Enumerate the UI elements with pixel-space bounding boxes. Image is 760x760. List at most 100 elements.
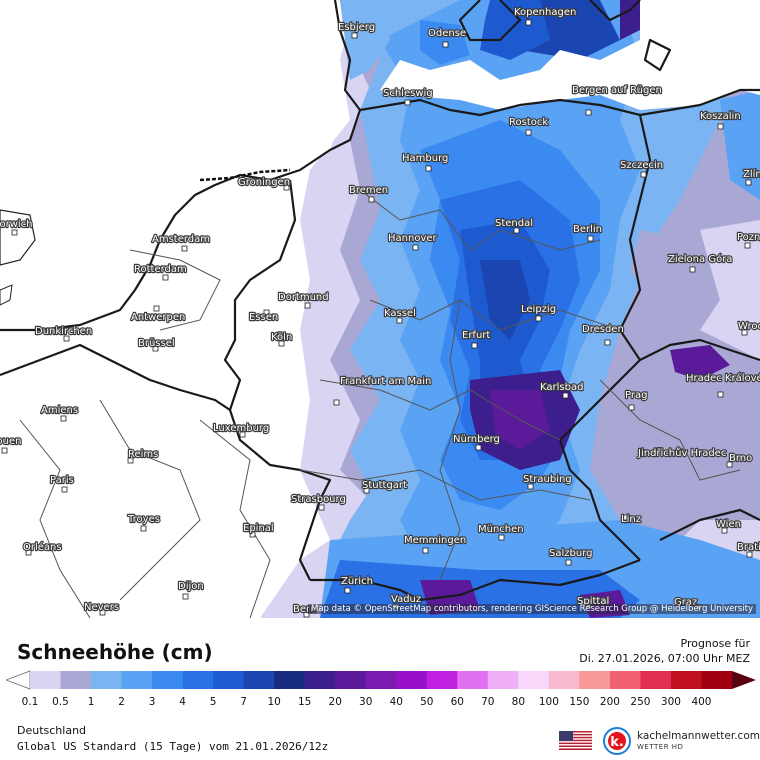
city-strasbourg: Strasbourg: [290, 493, 347, 511]
scale-tick-label: 80: [511, 696, 526, 708]
scale-cell: [640, 671, 672, 689]
scale-tick-label: 150: [569, 696, 590, 708]
city-bergen: Bergen auf Rügen: [571, 84, 663, 116]
denmark: [340, 0, 640, 80]
city-bremen: Bremen: [348, 184, 389, 203]
sea-areas: [0, 0, 760, 330]
svg-text:Orléans: Orléans: [23, 541, 62, 553]
svg-text:Szczecin: Szczecin: [620, 160, 663, 171]
city-zlin: Zlín: [742, 167, 760, 186]
scale-cell: [152, 671, 184, 689]
city-amsterdam: Amsterdam: [151, 233, 211, 252]
snow-blue-layer: [320, 0, 760, 618]
snow-depth-map[interactable]: Esbjerg Odense Kopenhagen Schleswig Berg…: [0, 0, 760, 618]
city-groningen: Groningen: [237, 176, 291, 191]
city-essen: Essen: [248, 309, 279, 324]
scale-cell: [457, 671, 489, 689]
scale-tick-label: 20: [328, 696, 342, 708]
city-dunkirchen: Dunkirchen: [34, 325, 93, 342]
city-szczecin: Szczecin: [619, 159, 664, 178]
model-run: Global US Standard (15 Tage) vom 21.01.2…: [17, 740, 329, 753]
svg-text:Paris: Paris: [50, 475, 74, 486]
scale-tick-label: 200: [599, 696, 620, 708]
svg-text:Wien: Wien: [716, 519, 741, 530]
city-dresden: Dresden: [581, 323, 625, 346]
city-antwerpen: Antwerpen: [130, 305, 187, 324]
svg-text:Leipzig: Leipzig: [521, 304, 556, 315]
city-koln: Köln: [270, 331, 293, 347]
city-hradec: Hradec Králové: [685, 371, 760, 398]
scale-tick-label: 250: [630, 696, 651, 708]
brand[interactable]: kachelmannwetter.com WETTER HD: [637, 731, 760, 753]
svg-text:Brno: Brno: [729, 453, 752, 464]
svg-text:Stendal: Stendal: [495, 218, 533, 229]
scale-cell: [121, 671, 153, 689]
svg-text:Schleswig: Schleswig: [383, 88, 433, 99]
svg-text:Memmingen: Memmingen: [404, 535, 466, 546]
scale-tick-label: 300: [660, 696, 681, 708]
svg-text:Strasbourg: Strasbourg: [291, 494, 346, 505]
color-scale-bar: [6, 670, 756, 690]
city-kopenhagen: Kopenhagen: [513, 6, 578, 26]
city-stuttgart: Stuttgart: [361, 479, 408, 494]
svg-text:Antwerpen: Antwerpen: [131, 312, 185, 323]
city-wien: Wien: [715, 518, 742, 534]
scale-cell: [426, 671, 458, 689]
svg-text:Jindřichův Hradec: Jindřichův Hradec: [637, 447, 726, 459]
scale-tick-label: 7: [240, 696, 247, 708]
city-rouen: Rouen: [0, 435, 23, 454]
scale-min-arrow: [6, 670, 31, 690]
svg-text:Prag: Prag: [625, 390, 647, 401]
scale-cell: [609, 671, 641, 689]
scale-cell: [518, 671, 550, 689]
scale-tick-label: 10: [267, 696, 281, 708]
scale-cell: [91, 671, 123, 689]
scale-tick-label: 0.5: [52, 696, 69, 708]
scale-tick-label: 60: [450, 696, 464, 708]
state-borders: [19, 189, 741, 618]
svg-text:Erfurt: Erfurt: [462, 330, 490, 341]
city-epinal: Epinal: [242, 522, 275, 538]
scale-tick-label: 0.1: [21, 696, 39, 708]
svg-text:Dresden: Dresden: [582, 324, 624, 335]
us-flag-icon: [559, 731, 592, 750]
forecast-info: Prognose für Di. 27.01.2026, 07:00 Uhr M…: [579, 636, 750, 666]
svg-text:Hannover: Hannover: [388, 233, 438, 244]
svg-text:Kopenhagen: Kopenhagen: [514, 7, 576, 18]
city-hamburg: Hamburg: [401, 152, 450, 172]
svg-text:Zlín: Zlín: [743, 168, 760, 180]
city-erfurt: Erfurt: [461, 329, 492, 349]
city-nevers: Nevers: [83, 601, 120, 616]
svg-text:Köln: Köln: [271, 332, 292, 343]
city-straubing: Straubing: [522, 473, 573, 490]
svg-text:Poznań: Poznań: [737, 231, 760, 243]
city-paris: Paris: [49, 474, 75, 493]
svg-text:Koszalin: Koszalin: [700, 111, 741, 122]
city-frankfurt: Frankfurt am Main: [333, 375, 433, 406]
city-linz: Linz: [620, 513, 642, 526]
scale-cell: [274, 671, 306, 689]
svg-text:Dijon: Dijon: [178, 581, 204, 592]
city-nurnberg: Nürnberg: [452, 433, 501, 451]
city-prag: Prag: [624, 389, 649, 411]
scale-tick-label: 30: [359, 696, 373, 708]
svg-text:Hradec Králové: Hradec Králové: [686, 372, 760, 384]
svg-text:Salzburg: Salzburg: [549, 548, 592, 559]
scale-cell: [243, 671, 275, 689]
svg-text:Bergen auf Rügen: Bergen auf Rügen: [572, 85, 662, 96]
city-orleans: Orléans: [22, 540, 63, 556]
scale-tick-label: 2: [118, 696, 125, 708]
city-dijon: Dijon: [177, 580, 205, 600]
color-scale-ticks: 0.1 0.5 1 2 3 4 5 7 10 15 20 30 40 50 60 70 80 100 150 200 2…: [0, 696, 760, 710]
city-wroclaw: Wrocław: [737, 320, 760, 336]
city-dortmund: Dortmund: [277, 291, 330, 309]
svg-text:Amiens: Amiens: [41, 405, 78, 416]
city-rostock: Rostock: [508, 116, 550, 136]
svg-text:Bremen: Bremen: [349, 185, 388, 196]
svg-text:Frankfurt am Main: Frankfurt am Main: [340, 376, 431, 387]
city-troyes: Troyes: [126, 513, 161, 532]
svg-text:Luxemburg: Luxemburg: [213, 423, 269, 434]
svg-text:Wrocław: Wrocław: [738, 321, 760, 332]
svg-text:Rostock: Rostock: [509, 117, 548, 128]
city-poznan: Poznań: [736, 230, 760, 249]
